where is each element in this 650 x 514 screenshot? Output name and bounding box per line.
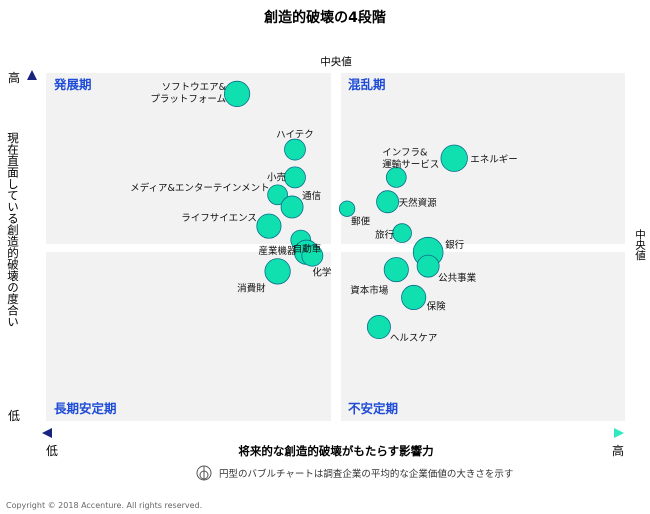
quadrant-label-top-right: 混乱期 [348, 77, 386, 92]
quadrant-label-bottom-left: 長期安定期 [54, 401, 117, 416]
bubble [383, 257, 409, 283]
bubble [385, 167, 407, 188]
legend-note: 円型のバブルチャートは調査企業の平均的な企業価値の大きさを示す [219, 468, 513, 480]
bubble [267, 184, 288, 206]
bubble-label: 産業機器 [259, 245, 298, 257]
bubble [280, 195, 304, 219]
bubble [223, 80, 251, 107]
bubble [392, 223, 412, 243]
bubble-legend-icon [196, 465, 212, 481]
bubble-label: 郵便 [351, 216, 371, 228]
bubble-label: 消費財 [237, 282, 266, 294]
bubble [366, 315, 391, 340]
quadrant-panel-top-right [341, 73, 625, 244]
bubble-label: ハイテク [276, 130, 314, 141]
x-high-label: 高 [612, 443, 624, 458]
bubble-label-line2: プラットフォーム [150, 94, 226, 105]
quadrant-label-bottom-right: 不安定期 [348, 401, 398, 416]
x-low-label: 低 [46, 444, 58, 458]
bubble-label: 保険 [427, 300, 447, 312]
bubble [440, 144, 468, 172]
x-axis-arrow-left [42, 428, 52, 438]
x-axis-arrow-right [614, 428, 624, 438]
bubble-label: 旅行 [375, 229, 395, 241]
quadrant-label-top-left: 発展期 [53, 77, 92, 92]
bubble [256, 213, 282, 239]
bubble-label: ソフトウエア& [162, 82, 227, 93]
bubble-label: インフラ& [382, 147, 428, 158]
bubble-label: 通信 [302, 190, 321, 202]
bubble-label-line2: 運輸サービス [382, 158, 439, 170]
bubble-label: 小売 [267, 171, 286, 183]
bubble [301, 244, 324, 267]
bubble [338, 200, 356, 217]
x-axis-title: 将来的な創造的破壊がもたらす影響力 [238, 444, 433, 458]
bubble-label: ライフサイエンス [181, 213, 257, 224]
bubble-label: 資本市場 [350, 285, 389, 297]
quadrant-panel-top-left [46, 73, 331, 244]
quadrant-panel-bottom-right [341, 252, 625, 421]
bubble [284, 138, 306, 161]
y-axis-title: 現在直面している創造的破壊の度合い [6, 132, 20, 328]
bubble-label: ヘルスケア [390, 333, 438, 344]
bubble [416, 254, 440, 278]
bubble [376, 190, 400, 214]
bubble-label: 天然資源 [399, 197, 438, 209]
bubble-label: 自動車 [293, 243, 322, 255]
bubble [401, 284, 427, 311]
copyright: Copyright © 2018 Accenture. All rights r… [6, 501, 202, 510]
y-axis-arrow [27, 70, 37, 80]
bubble-label: エネルギー [470, 154, 518, 165]
x-median-label: 中央値 [320, 55, 352, 68]
y-low-label: 低 [8, 409, 20, 423]
y-high-label: 高 [8, 70, 20, 85]
bubble [264, 258, 291, 285]
y-median-label: 中央値 [634, 228, 646, 261]
bubble-label: 銀行 [445, 239, 465, 251]
bubble-label: メディア&エンターテインメント [130, 182, 269, 194]
chart-title: 創造的破壊の4段階 [263, 9, 386, 26]
bubble-label: 公共事業 [438, 272, 477, 284]
bubble [284, 166, 306, 189]
bubble-label: 化学 [312, 267, 331, 279]
